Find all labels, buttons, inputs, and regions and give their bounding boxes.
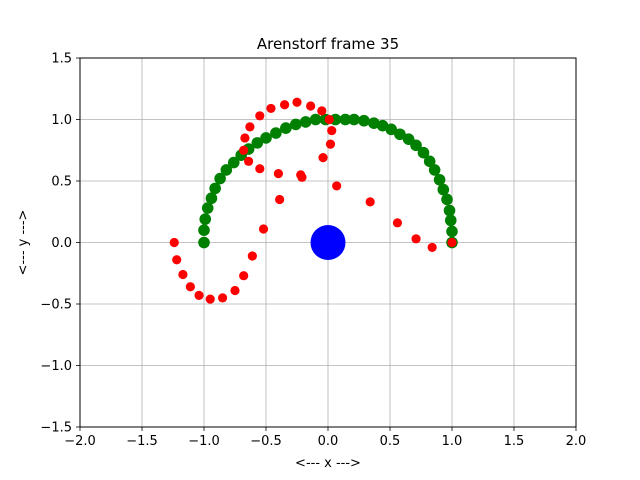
orbit-point-green [443,204,456,217]
orbit-point-red [205,294,215,304]
y-tick-label: 0.5 [51,175,72,190]
orbit-point-red [239,145,249,155]
orbit-point-red [185,282,195,292]
orbit-point-green [198,224,210,236]
orbit-point-green [394,128,406,141]
orbit-point-red [327,125,337,136]
orbit-point-green [339,113,352,126]
orbit-point-green [214,172,226,185]
orbit-point-green [299,116,312,128]
orbit-point-green [201,202,214,214]
orbit-point-green [402,133,415,145]
chart-title: Arenstorf frame 35 [257,35,399,53]
orbit-point-red [194,290,204,300]
orbit-point-red [172,255,182,265]
orbit-point-red [280,100,290,110]
orbit-point-green [433,173,446,186]
orbit-point-red [255,111,265,121]
orbit-point-green [220,164,233,176]
orbit-point-green [437,183,450,196]
orbit-point-red [317,106,327,116]
orbit-point-red [427,242,437,253]
ticks: −2.0 −1.5 −1.0 −0.5 0.0 0.5 1.0 1.5 2.0−1.5−1.0−… [40,52,586,450]
orbit-point-red [296,170,306,180]
orbit-point-red [411,234,421,244]
y-tick-label: 1.0 [51,113,72,128]
orbit-point-red [325,139,336,149]
orbit-point-red [447,237,457,248]
x-axis-label: <--- x ---> [295,456,361,471]
orbit-point-red [218,293,228,303]
data-points [169,97,458,304]
x-tick-label: 1.5 [504,434,525,449]
orbit-point-red [258,224,269,234]
x-tick-label: −2.0 [64,434,96,449]
orbit-point-red [332,181,342,191]
orbit-point-red [365,197,375,207]
orbit-point-red [230,285,240,296]
orbit-point-green [423,155,436,168]
orbit-point-red [178,269,188,280]
orbit-point-red [245,122,255,132]
orbit-point-red [273,169,283,179]
x-tick-label: 0.5 [380,434,401,449]
orbit-point-green [205,192,218,205]
orbit-point-green [441,193,453,206]
orbit-point-green [251,137,264,149]
orbit-point-red [392,218,403,228]
orbit-point-green [417,146,430,159]
orbit-point-red [266,103,276,114]
orbit-point-green [270,127,282,139]
orbit-point-red [239,271,249,281]
orbit-point-green [385,123,398,136]
orbit-point-green [227,156,240,169]
y-axis-label: <--- y ---> [16,210,31,276]
orbit-point-red [240,133,250,143]
orbit-point-green [446,225,458,238]
orbit-point-red [244,156,254,166]
y-tick-label: 0.0 [51,236,72,251]
orbit-point-green [348,113,360,126]
orbit-point-green [444,214,457,227]
orbit-point-red [255,164,265,174]
x-tick-label: 1.0 [442,434,463,449]
orbit-point-green [260,132,272,144]
orbit-point-red [169,237,179,248]
y-tick-label: −1.5 [40,421,72,436]
orbit-point-red [292,97,302,107]
orbit-point-green [280,122,292,134]
orbit-point-green [289,118,302,131]
y-tick-label: 1.5 [51,52,72,67]
orbit-point-green [428,164,441,176]
central-body [310,225,346,260]
orbit-point-green [309,113,322,126]
orbit-point-red [306,101,316,111]
orbit-point-red [275,194,285,205]
x-tick-label: −1.0 [188,434,220,449]
orbit-point-green [368,117,380,129]
orbit-point-red [318,153,328,163]
orbit-point-red [247,251,257,261]
x-tick-label: 2.0 [566,434,587,449]
x-tick-label: −0.5 [250,434,282,449]
x-tick-label: 0.0 [318,434,339,449]
orbit-point-red [324,114,334,125]
y-tick-label: −1.0 [40,359,72,374]
orbit-point-green [199,213,212,225]
y-tick-label: −0.5 [40,298,72,313]
orbit-point-green [198,236,210,249]
x-tick-label: −1.5 [126,434,158,449]
orbit-point-green [209,182,221,195]
orbit-point-green [358,114,370,127]
